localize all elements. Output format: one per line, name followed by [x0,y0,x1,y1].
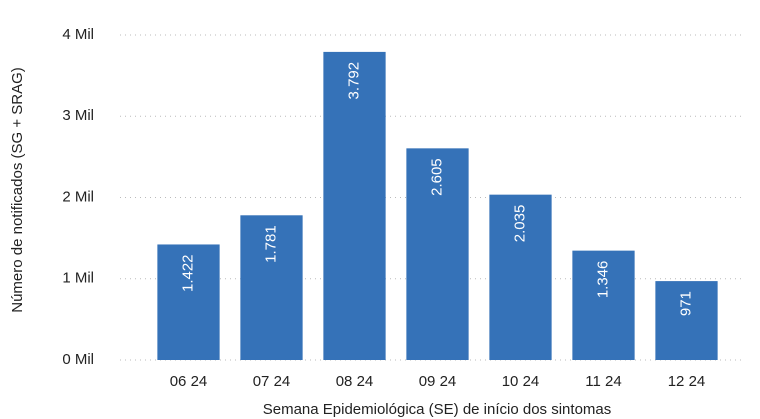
y-tick-label: 3 Mil [62,107,94,124]
bar [157,244,220,360]
x-tick-label: 07 24 [253,373,291,390]
bar [406,148,469,360]
bar [240,215,303,360]
x-axis-title: Semana Epidemiológica (SE) de início dos… [263,401,612,418]
value-label: 971 [677,291,694,316]
x-tick-label: 06 24 [170,373,208,390]
bar [489,194,552,360]
value-label: 2.605 [428,158,445,196]
y-tick-label: 0 Mil [62,351,94,368]
x-tick-label: 12 24 [668,373,706,390]
value-label: 2.035 [511,205,528,243]
bar [323,51,386,361]
bar [572,250,635,360]
bar [655,281,718,360]
y-tick-label: 2 Mil [62,188,94,205]
y-tick-label: 4 Mil [62,26,94,43]
x-tick-label: 11 24 [585,373,621,390]
y-tick-label: 1 Mil [62,270,94,287]
value-label: 1.346 [594,261,611,299]
value-label: 1.781 [262,225,279,263]
x-tick-label: 08 24 [336,373,374,390]
value-label: 1.422 [179,254,196,292]
x-tick-label: 09 24 [419,373,457,390]
y-axis-title: Número de notificados (SG + SRAG) [9,67,26,313]
x-tick-label: 10 24 [502,373,540,390]
value-label: 3.792 [345,62,362,100]
